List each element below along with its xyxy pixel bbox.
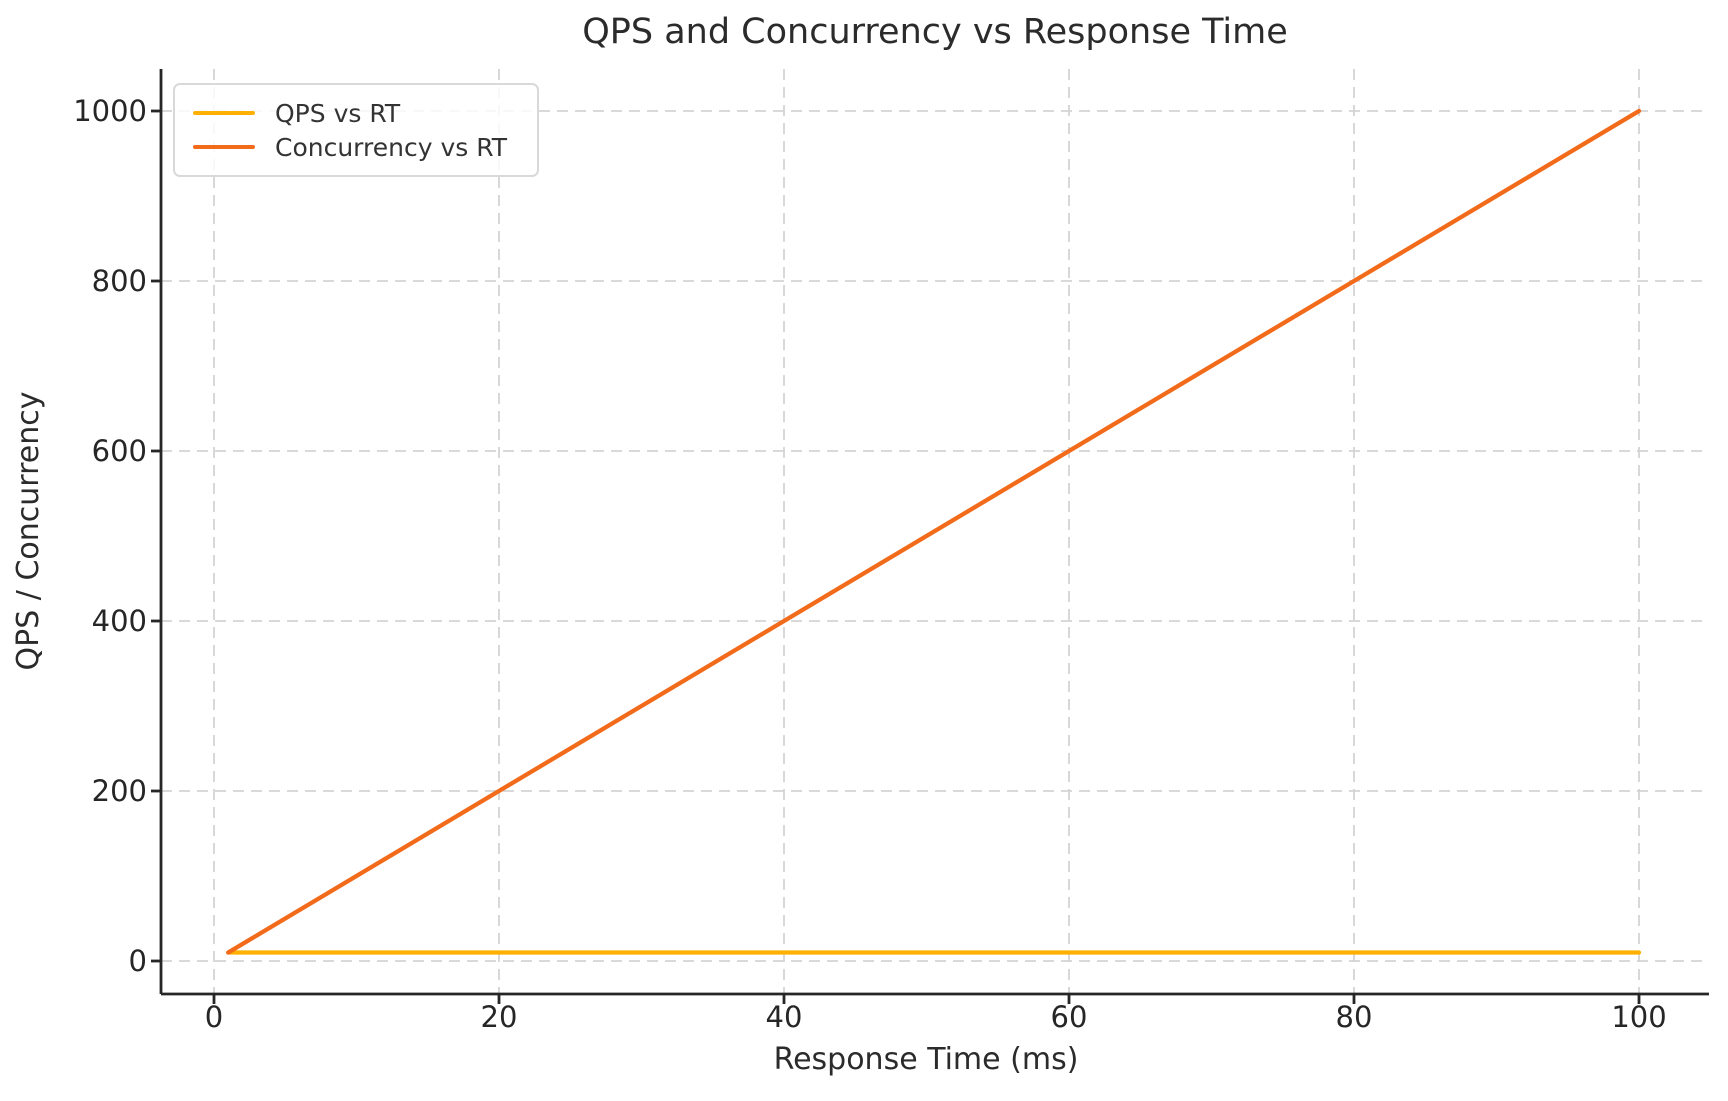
y-axis-label: QPS / Concurrency xyxy=(11,391,46,671)
legend-entry-qps: QPS vs RT xyxy=(193,97,507,129)
legend-entry-concurrency: Concurrency vs RT xyxy=(193,131,507,163)
legend: QPS vs RT Concurrency vs RT xyxy=(173,83,540,177)
qps-line-swatch xyxy=(193,110,255,116)
y-tick-label: 0 xyxy=(128,944,147,978)
y-tick-label: 400 xyxy=(91,604,147,638)
x-tick-label: 40 xyxy=(765,1000,803,1034)
y-tick-label: 800 xyxy=(91,264,147,298)
x-axis-label: Response Time (ms) xyxy=(773,1042,1079,1077)
x-tick-label: 0 xyxy=(204,1000,224,1034)
y-tick-label: 1000 xyxy=(73,94,147,128)
y-tick-label: 200 xyxy=(91,774,147,808)
legend-label-concurrency: Concurrency vs RT xyxy=(275,132,508,162)
x-tick-label: 20 xyxy=(480,1000,518,1034)
concurrency-line-swatch xyxy=(193,144,255,150)
x-tick-label: 80 xyxy=(1335,1000,1373,1034)
concurrency-vs-rt-line xyxy=(226,108,1642,955)
chart-title: QPS and Concurrency vs Response Time xyxy=(582,12,1288,52)
x-tick-label: 60 xyxy=(1050,1000,1088,1034)
x-tick-label: 100 xyxy=(1611,1000,1667,1034)
y-tick-label: 600 xyxy=(91,434,147,468)
legend-label-qps: QPS vs RT xyxy=(275,98,401,128)
